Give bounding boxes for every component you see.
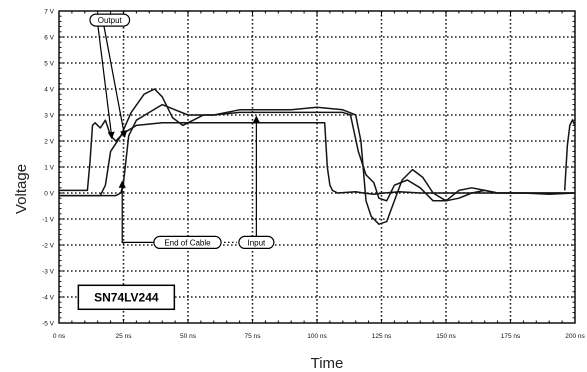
y-tick-label: -5 V <box>42 320 55 327</box>
x-tick-labels: 0 ns 25 ns 50 ns 75 ns 100 ns 125 ns 150 ns 175… <box>53 333 586 340</box>
label-box-frame <box>77 284 176 311</box>
series-line-tail <box>563 118 576 191</box>
y-tick-labels: 7 V 6 V 5 V 4 V 3 V 2 V 1 V 0 V -1 V -2 V -3 V -4 V… <box>42 8 55 327</box>
annotation-label: Input <box>247 238 266 247</box>
annotation-arrow <box>97 26 115 140</box>
y-tick-label: -3 V <box>42 268 55 275</box>
x-tick-label: 175 ns <box>501 333 521 340</box>
annotation-arrow <box>118 180 154 243</box>
output-annotation: Output <box>89 13 131 140</box>
annotation-pill <box>238 235 275 249</box>
plot-frame <box>58 10 576 324</box>
y-tick-label: 1 V <box>44 164 54 171</box>
x-tick-label: 0 ns <box>53 333 66 340</box>
end-of-cable-annotation: End of Cable <box>118 180 237 249</box>
y-tick-label: -2 V <box>42 242 55 249</box>
series-line-3 <box>59 103 575 225</box>
series-line-1 <box>59 119 575 196</box>
annotation-arrow <box>103 25 128 138</box>
part-number-label: SN74LV244 <box>77 284 176 311</box>
series-line-2 <box>59 88 576 202</box>
annotation-pill <box>89 13 131 27</box>
x-tick-label: 50 ns <box>180 333 197 340</box>
x-axis-title: Time <box>311 355 344 372</box>
x-tick-label: 150 ns <box>436 333 456 340</box>
y-axis-title: Voltage <box>13 164 30 214</box>
annotation-label: End of Cable <box>164 238 211 247</box>
y-tick-label: 2 V <box>44 138 54 145</box>
y-tick-label: 0 V <box>44 190 54 197</box>
series-lines <box>59 88 576 225</box>
y-tick-label: 6 V <box>44 34 54 41</box>
x-tick-label: 75 ns <box>245 333 262 340</box>
y-tick-label: -1 V <box>42 216 55 223</box>
x-tick-label: 200 ns <box>565 333 585 340</box>
x-tick-label: 100 ns <box>307 333 327 340</box>
annotations: Output End of Cable Input <box>89 13 275 249</box>
y-tick-label: 5 V <box>44 60 54 67</box>
label-box-text: SN74LV244 <box>94 291 159 305</box>
annotation-label: Output <box>98 16 123 25</box>
input-annotation: Input <box>238 115 275 249</box>
y-tick-label: 3 V <box>44 112 54 119</box>
x-tick-label: 125 ns <box>372 333 392 340</box>
x-tick-label: 25 ns <box>116 333 133 340</box>
y-tick-label: 7 V <box>44 8 54 15</box>
grid <box>59 11 575 323</box>
annotation-pill <box>153 235 222 249</box>
y-tick-label: 4 V <box>44 86 54 93</box>
y-tick-label: -4 V <box>42 294 55 301</box>
